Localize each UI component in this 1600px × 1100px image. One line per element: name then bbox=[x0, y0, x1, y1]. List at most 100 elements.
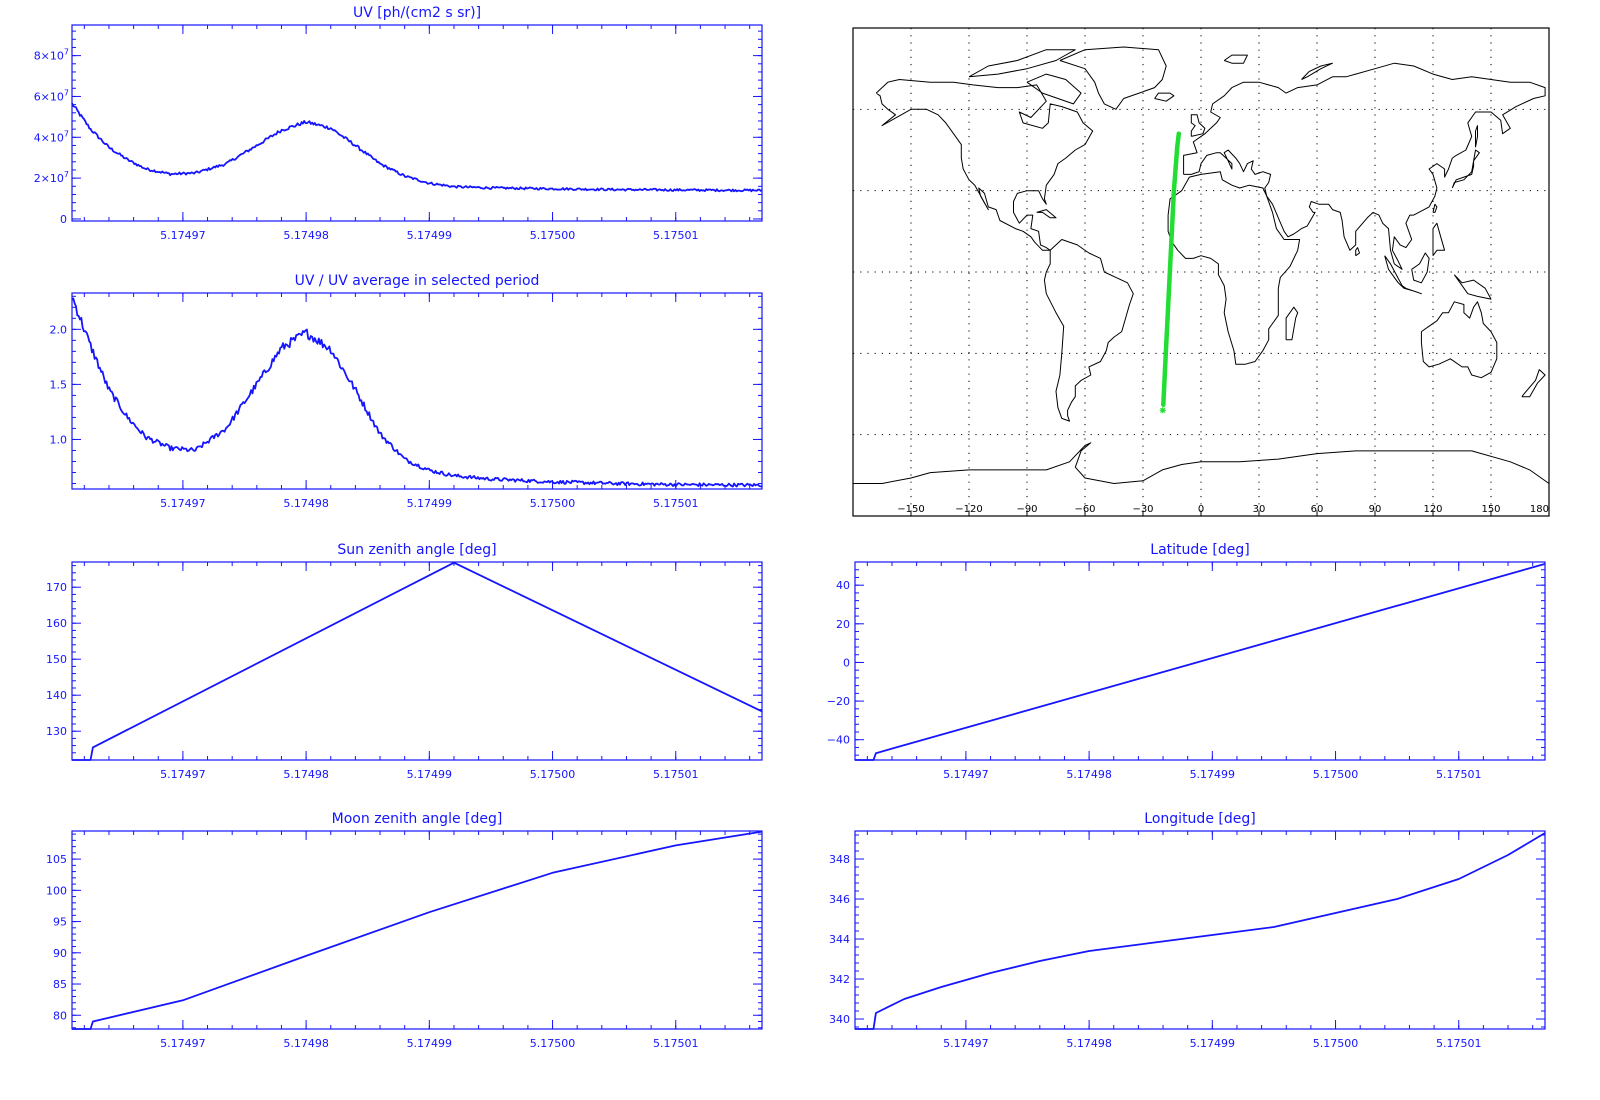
y-tick-label: 4×107 bbox=[34, 129, 69, 144]
japan-coastline bbox=[1451, 149, 1480, 189]
taiwan-coastline bbox=[1432, 203, 1438, 213]
ground-track-start-marker bbox=[1159, 407, 1166, 414]
plot-uv: UV [ph/(cm2 s sr)] 5.17497 5.17498 5.17499 5… bbox=[34, 5, 763, 242]
x-tick-label: 5.17498 bbox=[283, 1037, 329, 1050]
map-x-tick-label: 60 bbox=[1311, 504, 1324, 515]
philippines-coastline bbox=[1432, 222, 1446, 256]
plot-frame bbox=[71, 830, 763, 1030]
x-tick-label: 5.17500 bbox=[530, 497, 576, 510]
y-tick-label: 2.0 bbox=[50, 323, 68, 336]
x-tick-label: 5.17501 bbox=[1436, 768, 1482, 781]
plot-title: UV / UV average in selected period bbox=[295, 273, 540, 289]
y-tick-label: 1.5 bbox=[50, 378, 68, 391]
y-tick-label: 20 bbox=[836, 618, 850, 631]
x-tick-label: 5.17499 bbox=[407, 768, 453, 781]
baffin-coastline bbox=[1026, 73, 1082, 105]
map-x-tick-label: 180 bbox=[1530, 504, 1549, 515]
y-tick-label: 80 bbox=[53, 1009, 67, 1022]
britain-coastline bbox=[1190, 114, 1206, 137]
y-tick-label: 8×107 bbox=[34, 48, 69, 63]
map-x-tick-label: −120 bbox=[955, 504, 982, 515]
plot-frame bbox=[854, 561, 1546, 761]
y-tick-label: 170 bbox=[46, 581, 67, 594]
series-line bbox=[72, 561, 763, 761]
africa-coastline bbox=[1167, 171, 1301, 365]
north-america-coastline bbox=[875, 79, 1094, 251]
greenland-coastline bbox=[1059, 46, 1167, 110]
y-tick-label: 90 bbox=[53, 947, 67, 960]
x-tick-label: 5.17499 bbox=[1190, 1037, 1236, 1050]
x-tick-label: 5.17499 bbox=[1190, 768, 1236, 781]
y-tick-label: 0 bbox=[843, 656, 850, 669]
y-tick-label: 160 bbox=[46, 617, 67, 630]
new-guinea-coastline bbox=[1453, 274, 1492, 300]
ground-track-line bbox=[1161, 131, 1182, 408]
y-tick-label: 140 bbox=[46, 689, 67, 702]
x-tick-label: 5.17497 bbox=[943, 768, 989, 781]
x-tick-label: 5.17501 bbox=[653, 768, 699, 781]
madagascar-coastline bbox=[1285, 306, 1299, 341]
plot-frame bbox=[854, 830, 1546, 1030]
plot-frame bbox=[71, 561, 763, 761]
y-tick-label: 85 bbox=[53, 978, 67, 991]
plot-frame bbox=[71, 24, 763, 222]
x-tick-label: 5.17498 bbox=[283, 497, 329, 510]
y-tick-label: 340 bbox=[829, 1013, 850, 1026]
x-tick-label: 5.17501 bbox=[1436, 1037, 1482, 1050]
map-x-tick-label: 30 bbox=[1253, 504, 1266, 515]
x-tick-label: 5.17500 bbox=[530, 768, 576, 781]
map-x-tick-label: 0 bbox=[1198, 504, 1204, 515]
series-line bbox=[855, 563, 1546, 761]
y-tick-label: 1.0 bbox=[50, 433, 68, 446]
x-tick-label: 5.17497 bbox=[160, 768, 206, 781]
plot-title: Moon zenith angle [deg] bbox=[332, 811, 503, 827]
y-tick-label: 95 bbox=[53, 916, 67, 929]
borneo-coastline bbox=[1411, 252, 1430, 284]
x-tick-label: 5.17500 bbox=[1313, 1037, 1359, 1050]
x-tick-label: 5.17497 bbox=[160, 1037, 206, 1050]
y-tick-label: 342 bbox=[829, 973, 850, 986]
x-tick-label: 5.17497 bbox=[160, 229, 206, 242]
plot-title: Longitude [deg] bbox=[1144, 811, 1255, 827]
plot-title: UV [ph/(cm2 s sr)] bbox=[353, 5, 481, 21]
ground-track-map: −150 −120 −90 −60 −30 0 30 60 90 120 150 180 bbox=[852, 27, 1550, 517]
x-tick-label: 5.17498 bbox=[283, 768, 329, 781]
sri-lanka-coastline bbox=[1355, 247, 1360, 257]
y-tick-label: 150 bbox=[46, 653, 67, 666]
y-tick-label: 6×107 bbox=[34, 88, 69, 103]
svalbard-coastline bbox=[1223, 54, 1248, 64]
iceland-coastline bbox=[1154, 92, 1175, 102]
x-tick-label: 5.17500 bbox=[530, 1037, 576, 1050]
x-tick-label: 5.17498 bbox=[1066, 1037, 1112, 1050]
x-tick-label: 5.17500 bbox=[530, 229, 576, 242]
plot-latitude: Latitude [deg] 5.17497 5.17498 5.17499 5.175… bbox=[827, 542, 1546, 781]
sakhalin-coastline bbox=[1475, 125, 1478, 148]
x-tick-label: 5.17501 bbox=[653, 1037, 699, 1050]
plot-sun-zenith: Sun zenith angle [deg] 5.17497 5.17498 5.17… bbox=[46, 542, 763, 781]
arctic-islands-coastline bbox=[968, 49, 1076, 78]
x-tick-label: 5.17497 bbox=[943, 1037, 989, 1050]
x-tick-label: 5.17501 bbox=[653, 497, 699, 510]
indonesia-coastline bbox=[1384, 255, 1422, 295]
y-tick-label: 40 bbox=[836, 579, 850, 592]
plot-moon-zenith: Moon zenith angle [deg] 5.17497 5.17498 5.1… bbox=[46, 811, 763, 1050]
y-tick-label: 130 bbox=[46, 725, 67, 738]
plot-title: Sun zenith angle [deg] bbox=[337, 542, 496, 558]
plot-longitude: Longitude [deg] 5.17497 5.17498 5.17499 5.17… bbox=[829, 811, 1546, 1050]
y-tick-label: −40 bbox=[827, 734, 850, 747]
x-tick-label: 5.17499 bbox=[407, 1037, 453, 1050]
novaya-zemlya-coastline bbox=[1301, 62, 1333, 80]
plot-title: Latitude [deg] bbox=[1150, 542, 1249, 558]
map-x-tick-label: 90 bbox=[1369, 504, 1382, 515]
series-line bbox=[72, 830, 763, 1030]
x-tick-label: 5.17500 bbox=[1313, 768, 1359, 781]
x-tick-label: 5.17498 bbox=[283, 229, 329, 242]
y-tick-label: 0 bbox=[60, 213, 67, 226]
y-tick-label: 344 bbox=[829, 933, 850, 946]
plot-uv-ratio: UV / UV average in selected period 5.1749… bbox=[50, 273, 763, 510]
eurasia-coastline bbox=[1183, 62, 1546, 270]
x-tick-label: 5.17498 bbox=[1066, 768, 1112, 781]
x-tick-label: 5.17501 bbox=[653, 229, 699, 242]
south-america-coastline bbox=[1043, 239, 1134, 422]
